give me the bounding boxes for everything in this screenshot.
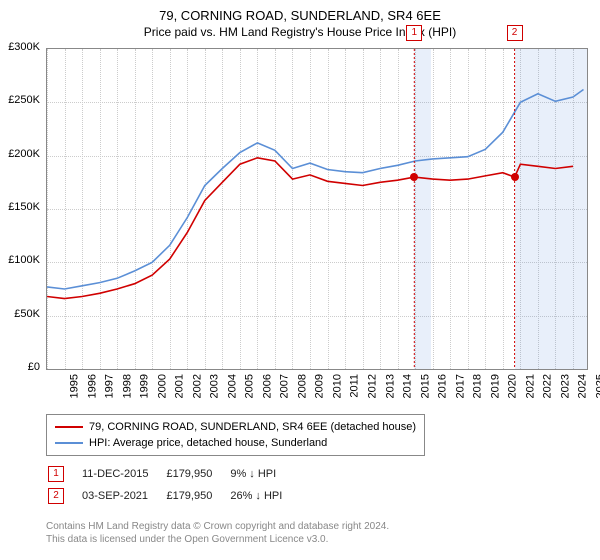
x-axis-label: 2017 <box>454 374 466 398</box>
sale-date: 03-SEP-2021 <box>82 486 164 506</box>
x-axis-label: 1995 <box>68 374 80 398</box>
sale-marker: 1 <box>406 25 422 41</box>
y-axis-label: £300K <box>0 41 40 53</box>
sale-data-table: 1 11-DEC-2015£179,9509% ↓ HPI 2 03-SEP-2021… <box>46 462 300 508</box>
x-axis-label: 2011 <box>348 374 360 398</box>
legend-label-hpi: HPI: Average price, detached house, Sund… <box>89 437 327 449</box>
y-axis-label: £250K <box>0 94 40 106</box>
x-axis-label: 2020 <box>507 374 519 398</box>
legend-swatch-property <box>55 426 83 428</box>
chart-title: 79, CORNING ROAD, SUNDERLAND, SR4 6EE <box>0 0 600 23</box>
x-axis-label: 1999 <box>139 374 151 398</box>
x-axis-label: 1997 <box>104 374 116 398</box>
x-axis-label: 2016 <box>437 374 449 398</box>
row-marker-icon: 2 <box>48 488 64 504</box>
y-axis-label: £200K <box>0 148 40 160</box>
x-axis-label: 2023 <box>559 374 571 398</box>
x-axis-label: 2001 <box>174 374 186 398</box>
x-axis-label: 2018 <box>472 374 484 398</box>
row-marker-icon: 1 <box>48 466 64 482</box>
footer-note: Contains HM Land Registry data © Crown c… <box>46 520 389 546</box>
line-series <box>47 49 587 369</box>
x-axis-label: 2014 <box>402 374 414 398</box>
x-axis-label: 2024 <box>577 374 589 398</box>
footer-line2: This data is licensed under the Open Gov… <box>46 534 328 545</box>
x-axis-label: 2010 <box>331 374 343 398</box>
legend-box: 79, CORNING ROAD, SUNDERLAND, SR4 6EE (d… <box>46 414 425 456</box>
y-axis-label: £50K <box>0 308 40 320</box>
x-axis-label: 2004 <box>226 374 238 398</box>
chart-container: 79, CORNING ROAD, SUNDERLAND, SR4 6EE Pr… <box>0 0 600 560</box>
legend-row-property: 79, CORNING ROAD, SUNDERLAND, SR4 6EE (d… <box>55 419 416 435</box>
x-axis-label: 1996 <box>86 374 98 398</box>
sale-price: £179,950 <box>166 464 228 484</box>
sale-date: 11-DEC-2015 <box>82 464 164 484</box>
legend-label-property: 79, CORNING ROAD, SUNDERLAND, SR4 6EE (d… <box>89 421 416 433</box>
x-axis-label: 2025 <box>594 374 600 398</box>
x-axis-label: 2019 <box>489 374 501 398</box>
x-axis-label: 2015 <box>419 374 431 398</box>
sale-dot <box>511 173 519 181</box>
x-axis-label: 2002 <box>191 374 203 398</box>
x-axis-label: 2013 <box>384 374 396 398</box>
x-axis-label: 2007 <box>279 374 291 398</box>
x-axis-label: 2009 <box>314 374 326 398</box>
x-axis-label: 2006 <box>261 374 273 398</box>
sale-price: £179,950 <box>166 486 228 506</box>
sale-pct: 9% ↓ HPI <box>230 464 298 484</box>
x-axis-label: 2003 <box>209 374 221 398</box>
x-axis-label: 2008 <box>296 374 308 398</box>
legend-row-hpi: HPI: Average price, detached house, Sund… <box>55 435 416 451</box>
x-axis-label: 2005 <box>244 374 256 398</box>
sale-marker: 2 <box>507 25 523 41</box>
y-axis-label: £150K <box>0 201 40 213</box>
x-axis-label: 2012 <box>367 374 379 398</box>
x-axis-label: 2000 <box>156 374 168 398</box>
x-axis-label: 1998 <box>121 374 133 398</box>
footer-line1: Contains HM Land Registry data © Crown c… <box>46 521 389 532</box>
x-axis-label: 2022 <box>542 374 554 398</box>
y-axis-label: £100K <box>0 254 40 266</box>
sale-pct: 26% ↓ HPI <box>230 486 298 506</box>
sale-row: 2 03-SEP-2021£179,95026% ↓ HPI <box>48 486 298 506</box>
plot-area: 12 <box>46 48 588 370</box>
x-axis-label: 2021 <box>524 374 536 398</box>
legend-swatch-hpi <box>55 442 83 444</box>
sale-row: 1 11-DEC-2015£179,9509% ↓ HPI <box>48 464 298 484</box>
y-axis-label: £0 <box>0 361 40 373</box>
